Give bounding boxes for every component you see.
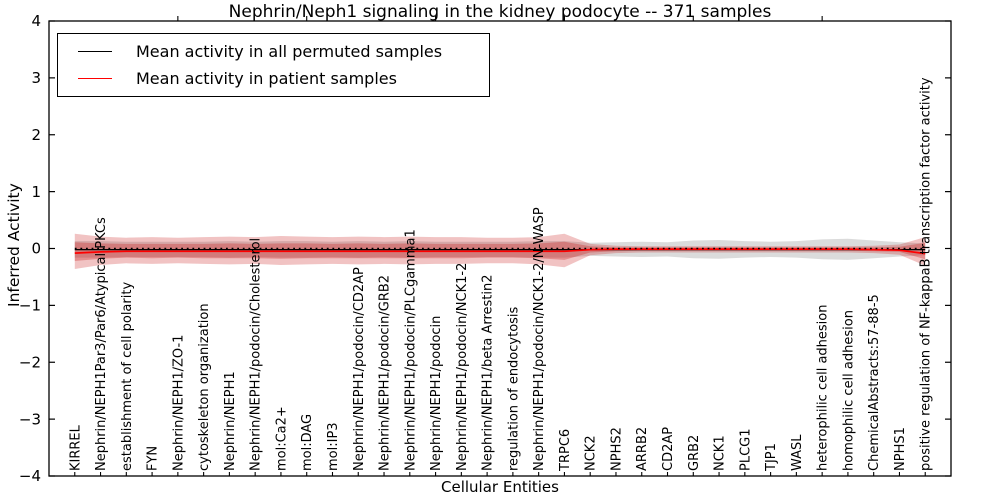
- x-tick-label: Nephrin/NEPH1/podocin/NCK1-2/N-WASP: [532, 207, 547, 471]
- legend-entry: Mean activity in patient samples: [58, 69, 489, 88]
- y-tick-label: 3: [31, 69, 41, 87]
- plot-frame: [48, 20, 952, 477]
- chart-title: Nephrin/Neph1 signaling in the kidney po…: [228, 2, 772, 22]
- x-tick-label: Nephrin/NEPH1Par3/Par6/Atypical PKCs: [94, 217, 109, 471]
- x-tick-label: Nephrin/NEPH1/podocin/Cholesterol: [249, 238, 264, 471]
- y-tick-label: 2: [31, 126, 41, 144]
- y-tick-label: −1: [19, 297, 41, 315]
- x-tick-label: TRPC6: [558, 429, 573, 472]
- x-tick-label: regulation of endocytosis: [506, 306, 521, 471]
- x-tick-label: heterophilic cell adhesion: [816, 305, 831, 472]
- x-tick-label: ChemicalAbstracts:57-88-5: [867, 294, 882, 471]
- x-tick-label: ARRB2: [635, 427, 650, 471]
- y-tick-label: −3: [19, 410, 41, 428]
- y-tick-label: 0: [31, 240, 41, 258]
- y-tick-label: 1: [31, 183, 41, 201]
- legend-entry: Mean activity in all permuted samples: [58, 42, 489, 61]
- x-tick-label: WASL: [790, 434, 805, 471]
- x-tick-label: mol:Ca2+: [274, 406, 289, 471]
- x-tick-label: mol:DAG: [300, 414, 315, 471]
- y-tick-label: −2: [19, 353, 41, 371]
- x-tick-label: Nephrin/NEPH1/podocin/PLCgamma1: [403, 229, 418, 471]
- x-axis-label: Cellular Entities: [441, 478, 559, 496]
- x-tick-label: homophilic cell adhesion: [841, 310, 856, 471]
- x-tick-label: PLCG1: [738, 428, 753, 471]
- x-tick-label: GRB2: [687, 435, 702, 471]
- x-tick-label: NCK2: [584, 435, 599, 471]
- x-tick-label: KIRREL: [68, 424, 83, 471]
- x-tick-label: Nephrin/NEPH1: [223, 371, 238, 471]
- legend-entry-label: Mean activity in all permuted samples: [136, 42, 443, 61]
- legend: Mean activity in all permuted samples Mea…: [57, 33, 490, 97]
- y-axis-label: Inferred Activity: [5, 183, 23, 307]
- x-tick-label: positive regulation of NF-kappaB transcr…: [919, 77, 934, 471]
- x-tick-label: Nephrin/NEPH1/beta Arrestin2: [481, 275, 496, 472]
- legend-entry-label: Mean activity in patient samples: [136, 69, 397, 88]
- legend-line-sample: [78, 78, 112, 79]
- x-tick-label: establishment of cell polarity: [120, 282, 135, 471]
- x-tick-label: Nephrin/NEPH1/podocin: [429, 316, 444, 471]
- x-tick-label: NPHS1: [893, 427, 908, 471]
- x-tick-label: FYN: [146, 446, 161, 471]
- x-tick-label: mol:IP3: [326, 422, 341, 471]
- series-Mean-activity-in-patient-samples: [74, 248, 926, 255]
- x-tick-label: Nephrin/NEPH1/podocin/CD2AP: [352, 267, 367, 471]
- x-tick-label: NPHS2: [609, 427, 624, 471]
- x-tick-label: cytoskeleton organization: [197, 303, 212, 471]
- x-tick-label: Nephrin/NEPH1/ZO-1: [171, 335, 186, 471]
- x-tick-label: Nephrin/NEPH1/podocin/NCK1-2: [455, 263, 470, 471]
- y-tick-label: −4: [19, 467, 41, 485]
- y-tick-label: 4: [31, 12, 41, 30]
- legend-line-sample: [78, 51, 112, 52]
- x-tick-label: TJP1: [764, 443, 779, 472]
- x-tick-label: NCK1: [713, 435, 728, 471]
- x-tick-label: Nephrin/NEPH1/podocin/GRB2: [378, 275, 393, 471]
- x-tick-label: CD2AP: [661, 427, 676, 471]
